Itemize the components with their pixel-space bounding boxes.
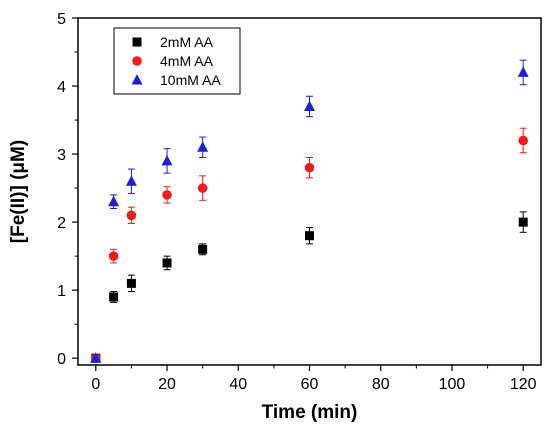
data-point (304, 162, 315, 173)
data-point (162, 190, 172, 200)
data-point (161, 154, 173, 166)
data-marks (90, 59, 529, 363)
x-tick-label: 120 (510, 376, 537, 393)
data-point (108, 195, 120, 207)
legend-label: 4mM AA (160, 53, 214, 69)
x-tick-label: 100 (439, 376, 466, 393)
legend-marker (131, 74, 143, 85)
y-tick-label: 5 (57, 11, 66, 28)
y-tick-label: 4 (57, 79, 66, 96)
data-point (126, 278, 136, 288)
data-point (197, 183, 208, 193)
x-tick-label: 60 (301, 376, 319, 393)
legend-marker (132, 37, 142, 47)
x-tick-label: 0 (91, 376, 100, 393)
legend: 2mM AA 4mM AA 10mM AA (113, 27, 241, 95)
x-tick-label: 80 (372, 376, 390, 393)
data-point (125, 175, 137, 186)
data-point (518, 217, 528, 227)
data-point (517, 66, 529, 77)
ticks: 0 20 40 60 80 100 120 0 1 2 3 4 5 (57, 11, 537, 393)
data-point (162, 258, 172, 268)
data-point (518, 135, 528, 146)
series-2mm-aa (91, 211, 528, 363)
legend-label: 2mM AA (160, 34, 214, 50)
x-tick-label: 40 (229, 376, 247, 393)
data-point (197, 141, 209, 152)
x-tick-label: 20 (158, 376, 176, 393)
data-point (109, 292, 119, 302)
data-point (126, 210, 137, 221)
data-point (304, 100, 315, 111)
data-point (90, 352, 102, 363)
series-10mm-aa (90, 59, 529, 363)
data-point (305, 231, 314, 241)
y-axis-title: [Fe(II)] (μM) (8, 140, 29, 243)
data-point (198, 244, 208, 254)
legend-label: 10mM AA (160, 72, 221, 88)
legend-marker (132, 56, 142, 66)
y-tick-label: 2 (57, 215, 66, 232)
series-4mm-aa (91, 127, 528, 363)
data-point (108, 251, 119, 261)
y-tick-label: 3 (57, 147, 66, 164)
y-tick-label: 1 (57, 283, 66, 300)
y-tick-label: 0 (57, 351, 66, 368)
x-axis-title: Time (min) (262, 402, 358, 423)
